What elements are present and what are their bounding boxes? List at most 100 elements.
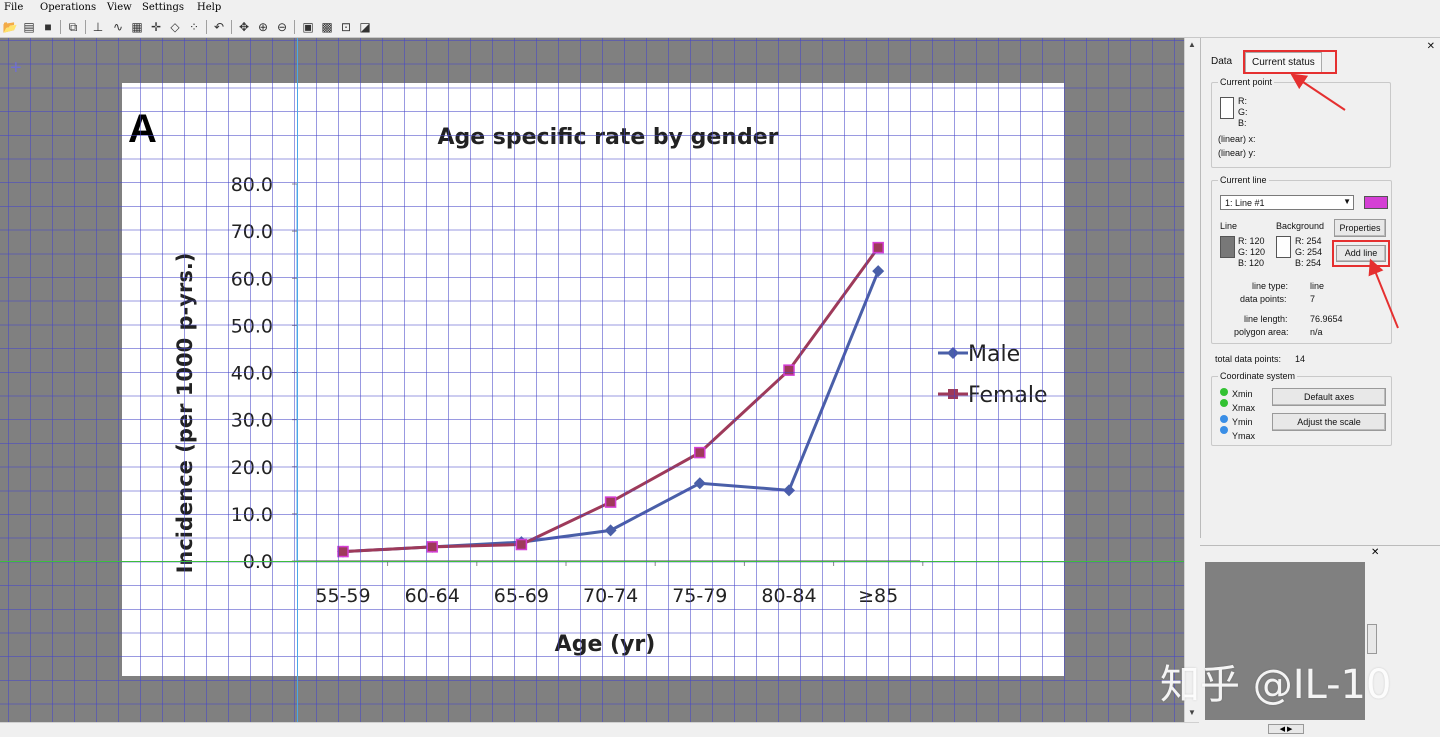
coordinate-system-group: Coordinate system Xmin Xmax Ymin Ymax De… [1211,371,1392,446]
point-b: B: [1238,118,1247,128]
canvas-vertical-scrollbar[interactable]: ▲ ▼ [1184,38,1199,722]
ymax-label: Ymax [1232,431,1256,441]
chart-y-tick-label: 0.0 [243,551,273,573]
line-length-value: 76.9654 [1310,314,1343,324]
chart-panel-label: A [128,107,157,151]
chart-legend-label: Female [968,383,1048,408]
ymin-status-icon [1220,415,1228,423]
line-b: B: 120 [1238,258,1265,268]
point-y-label: (linear) y: [1218,148,1256,158]
y-axis-guide-line [297,38,298,722]
line-length-label: line length: [1244,314,1288,324]
background-label: Background [1276,221,1325,231]
chart-point-female [694,446,706,459]
adjust-scale-button[interactable]: Adjust the scale [1272,413,1386,431]
xmax-status-icon [1220,399,1228,407]
point-icon[interactable]: ✛ [150,20,162,34]
menu-bar: File Operations View Settings Help [0,0,1440,16]
digitizer-canvas[interactable]: A Age specific rate by gender Age (yr) I… [0,38,1184,722]
preview-hscroll[interactable]: ◀ ▶ [1268,724,1304,734]
chart-legend-label: Male [968,342,1020,367]
panel-close-icon[interactable]: ✕ [1426,41,1435,52]
chart-y-tick-label: 10.0 [231,504,273,526]
chart-point-female [604,496,617,508]
preview-panel: ✕ ◀ ▶ [1200,545,1440,737]
bg-b: B: 254 [1295,258,1322,268]
current-line-title: Current line [1218,175,1269,185]
chart-point-female [783,364,795,376]
points-icon[interactable]: ⊡ [340,20,352,34]
zoom-out-icon[interactable]: ⊖ [276,20,288,34]
canvas-horizontal-scrollbar[interactable] [0,722,1199,737]
point-x-label: (linear) x: [1218,134,1256,144]
segment-icon[interactable]: ▦ [131,20,143,34]
data-points-value: 7 [1310,294,1316,304]
bg-r: R: 254 [1295,236,1322,246]
tab-current-status[interactable]: Current status [1245,52,1322,72]
open-icon[interactable]: 📂 [2,20,18,34]
copy-icon[interactable]: ⧉ [68,20,78,34]
line-label: Line [1220,221,1238,231]
x-axis-guide-line [0,561,1184,562]
ymin-label: Ymin [1232,417,1253,427]
chart-point-female [337,545,349,558]
total-points-value: 14 [1295,354,1306,364]
chart-y-tick-label: 30.0 [231,410,273,432]
toolbar: 📂 ▤ ■ ⧉ ⊥ ∿ ▦ ✛ ◇ ⁘ ↶ ✥ ⊕ ⊖ ▣ ▩ ⊡ ◪ [0,16,1440,38]
line-select[interactable]: 1: Line #1 ▼ [1220,195,1354,210]
tab-data[interactable]: Data [1211,56,1233,67]
status-panel: ✕ Data Current status Current point R: G… [1200,38,1440,538]
undo-icon[interactable]: ↶ [213,20,225,34]
scroll-down-icon[interactable]: ▼ [1188,708,1196,717]
chart-point-female [426,541,438,553]
scroll-up-icon[interactable]: ▲ [1188,40,1196,49]
axes-icon[interactable]: ⊥ [92,20,104,34]
menu-view[interactable]: View [107,2,132,13]
properties-button[interactable]: Properties [1334,219,1386,237]
add-line-button[interactable]: Add line [1336,245,1386,262]
chart-x-tick-label: ≥85 [858,585,898,607]
annotation-arrows [1290,73,1399,329]
preview-close-icon[interactable]: ✕ [1371,547,1380,558]
line-type-label: line type: [1252,281,1289,291]
chart-icon[interactable]: ◪ [359,20,371,34]
menu-help[interactable]: Help [197,2,222,13]
chart-point-female [515,538,528,551]
curve-icon[interactable]: ∿ [112,20,124,34]
menu-settings[interactable]: Settings [142,2,184,13]
menu-file[interactable]: File [4,2,24,13]
arrow-to-add-line [1368,258,1399,329]
chart-point-female [872,241,884,254]
chart-x-axis-label: Age (yr) [555,632,656,657]
menu-operations[interactable]: Operations [40,2,97,13]
line-rgb-swatch [1220,236,1235,258]
new-icon[interactable]: ▤ [23,20,35,34]
xmax-label: Xmax [1232,403,1256,413]
arrow-to-tab [1290,73,1346,111]
coordinate-system-title: Coordinate system [1218,371,1298,381]
eraser-icon[interactable]: ◇ [170,20,180,34]
xmin-status-icon [1220,388,1228,396]
point-color-swatch [1220,97,1234,119]
chart-image: A Age specific rate by gender Age (yr) I… [122,83,1064,676]
default-axes-button[interactable]: Default axes [1272,388,1386,406]
chart-x-tick-label: 65-69 [494,585,549,607]
line-color-swatch[interactable] [1364,196,1388,209]
chevron-down-icon: ▼ [1343,197,1351,206]
line-type-value: line [1310,281,1325,291]
chart-y-tick-label: 80.0 [231,174,273,196]
image-icon[interactable]: ▣ [302,20,314,34]
chart-y-tick-label: 20.0 [231,457,273,479]
current-point-title: Current point [1218,77,1275,87]
save-icon[interactable]: ■ [44,20,52,34]
pan-icon[interactable]: ✥ [238,20,250,34]
measure-icon[interactable]: ⁘ [188,20,200,34]
point-r: R: [1238,96,1247,106]
zoom-in-icon[interactable]: ⊕ [257,20,269,34]
preview-scrollbar[interactable] [1367,624,1377,654]
bg-g: G: 254 [1295,247,1323,257]
ymax-status-icon [1220,426,1228,434]
polygon-area-label: polygon area: [1234,327,1289,337]
watermark-text: 知乎 @IL-10 [1160,662,1392,708]
grid-icon[interactable]: ▩ [321,20,333,34]
